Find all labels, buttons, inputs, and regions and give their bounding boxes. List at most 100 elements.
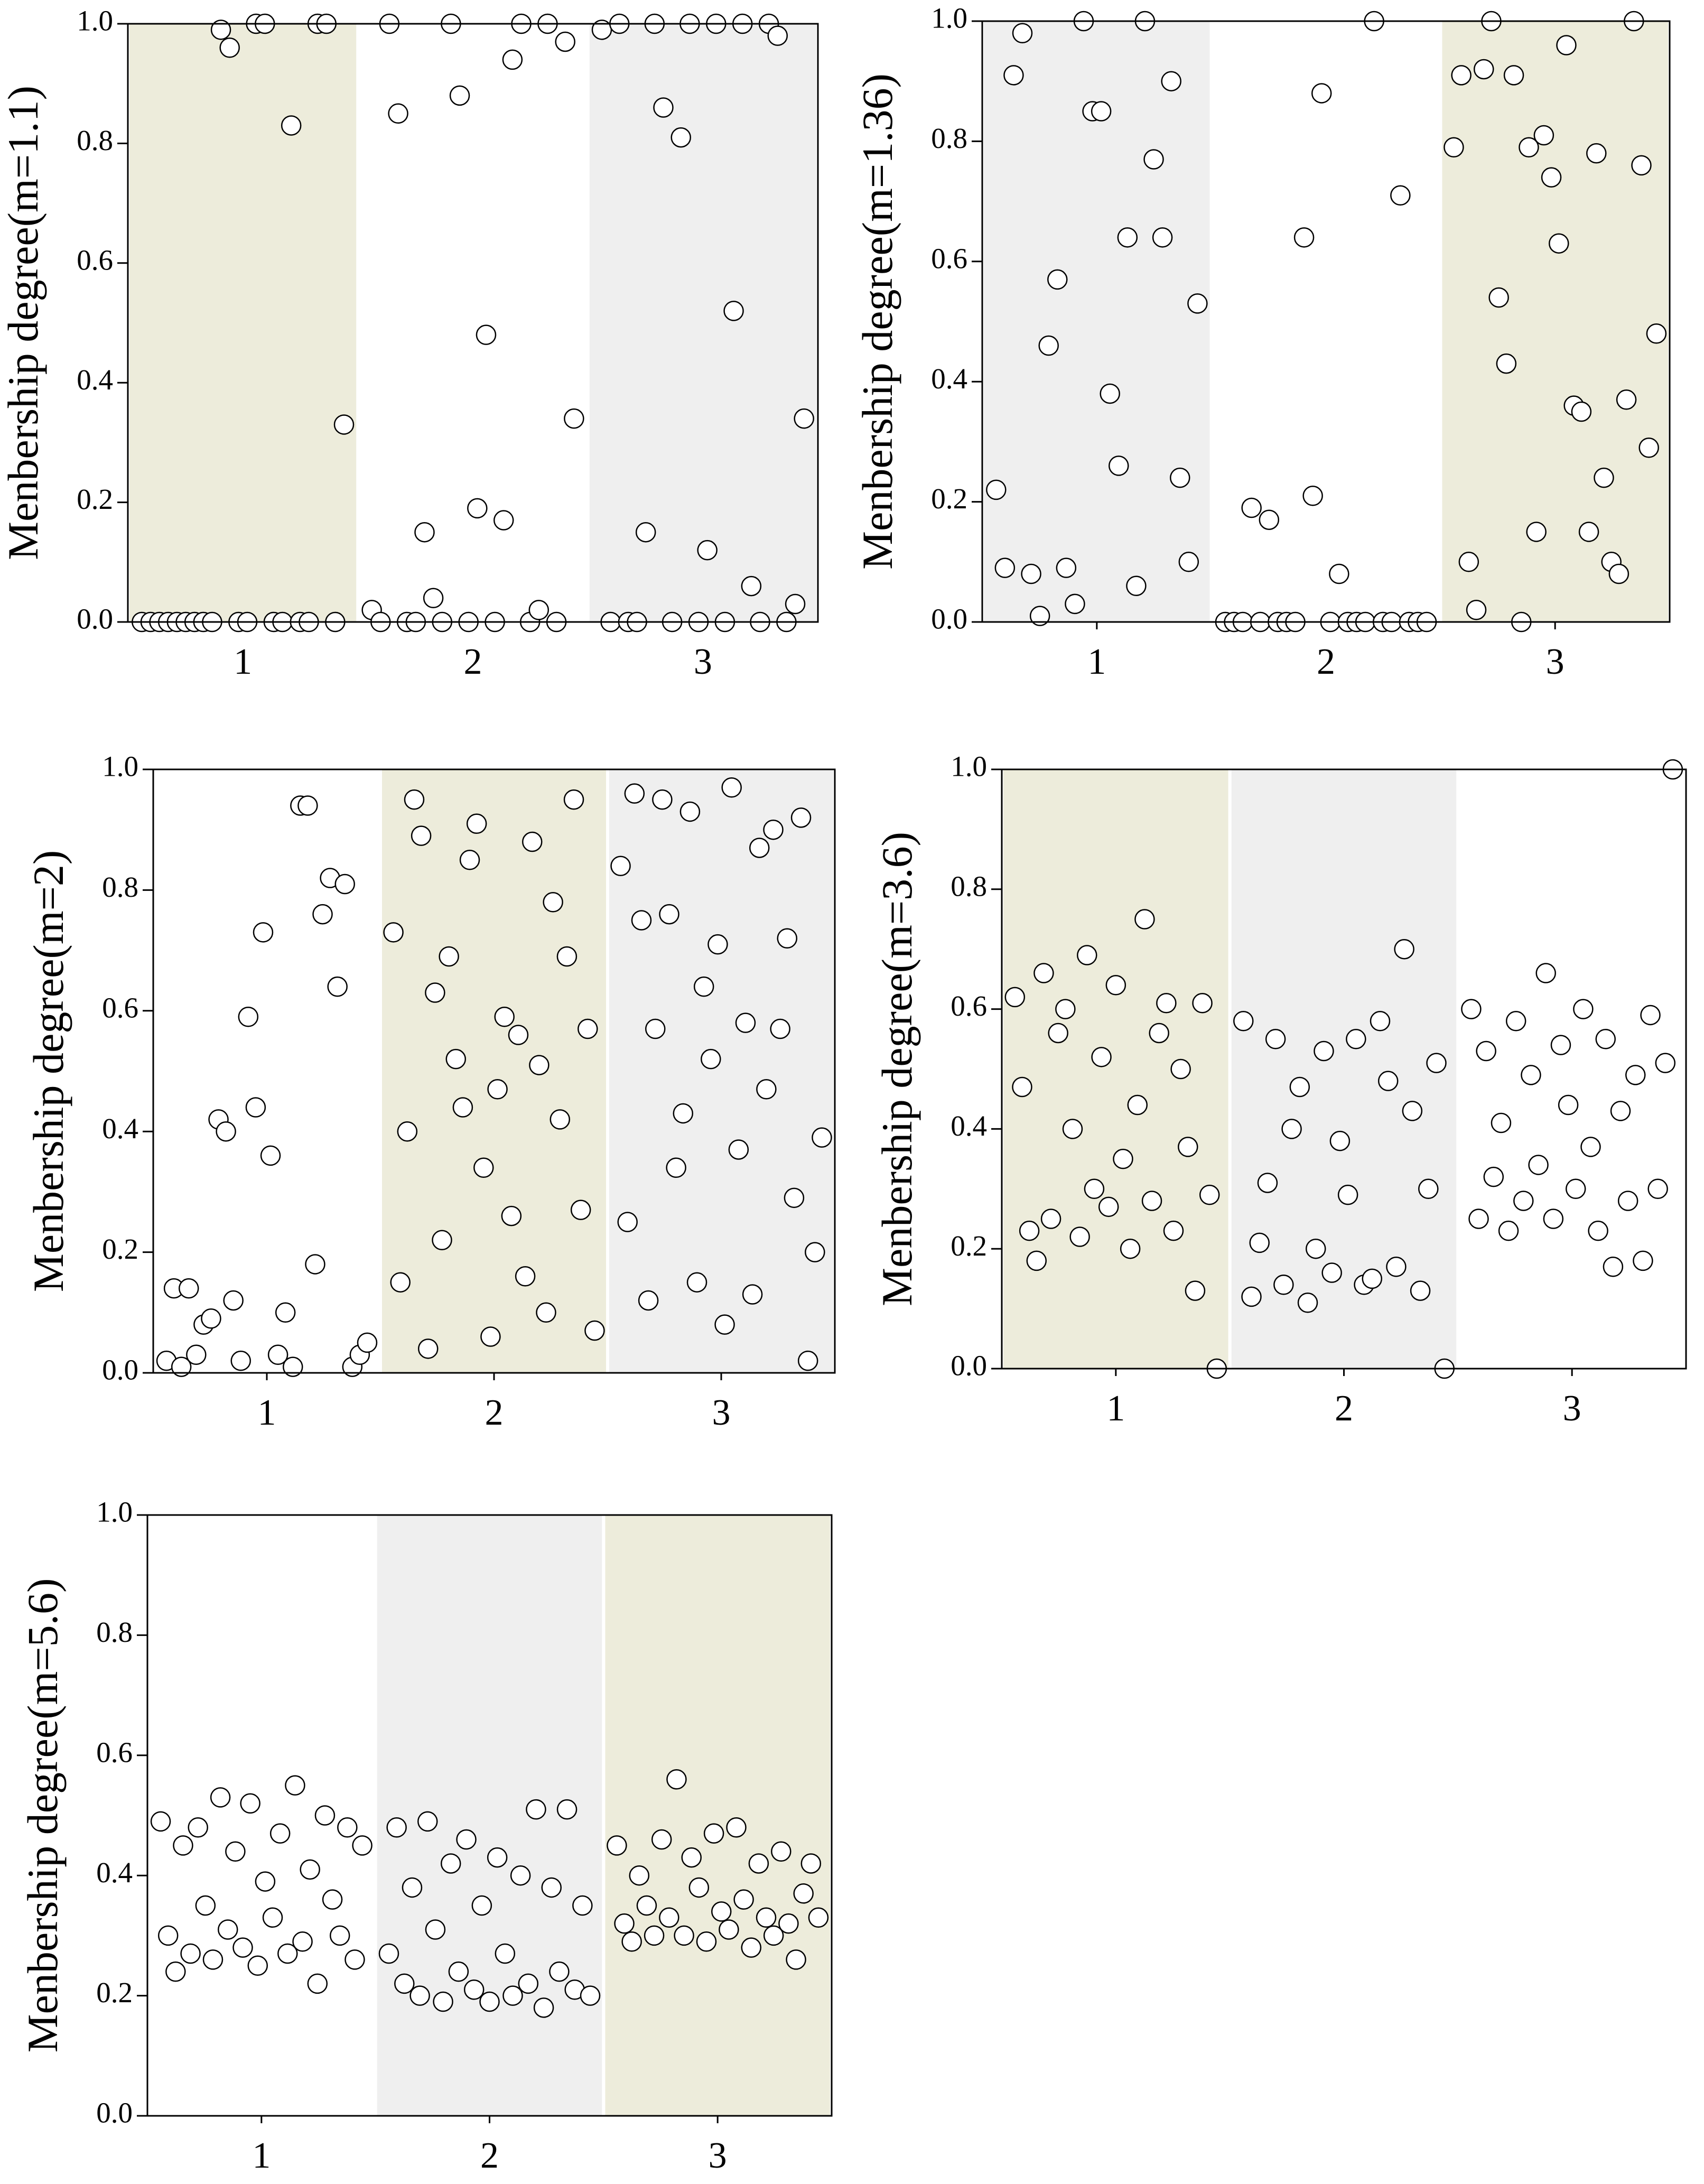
- y-tick-label: 0.2: [951, 1230, 987, 1262]
- data-point: [1616, 389, 1637, 410]
- y-tick-label: 1.0: [96, 1496, 133, 1528]
- data-point: [150, 1811, 171, 1832]
- data-point: [536, 1302, 556, 1323]
- data-point: [1091, 1047, 1112, 1067]
- data-point: [617, 1212, 638, 1232]
- data-point: [425, 982, 445, 1003]
- data-point: [467, 498, 488, 519]
- data-point: [314, 1805, 336, 1826]
- panel: 1 2 3 0.0 0.2 0.4 0.6 0.8 1.0 Menbership degree(m…: [0, 5, 819, 682]
- data-point: [1402, 1101, 1423, 1121]
- data-point: [1178, 1137, 1198, 1157]
- data-point: [570, 1200, 591, 1220]
- x-tick-label: 2: [1317, 642, 1335, 682]
- data-point: [210, 20, 231, 40]
- data-point: [390, 1272, 411, 1293]
- data-point: [1468, 1209, 1489, 1229]
- data-point: [805, 1242, 825, 1262]
- data-point: [1281, 1119, 1302, 1139]
- data-point: [1311, 83, 1332, 104]
- data-point: [487, 1079, 508, 1100]
- data-point: [1550, 1035, 1571, 1055]
- group-band: [1003, 769, 1228, 1369]
- data-point: [476, 324, 497, 345]
- data-point: [1386, 1256, 1407, 1277]
- data-point: [1418, 1178, 1439, 1200]
- data-point: [1314, 1040, 1334, 1062]
- data-point: [721, 777, 742, 798]
- data-point: [644, 1925, 665, 1946]
- data-point: [1126, 575, 1147, 597]
- data-point: [449, 85, 470, 106]
- data-point: [180, 1943, 201, 1964]
- data-point: [742, 1284, 763, 1305]
- data-point: [808, 1907, 829, 1928]
- data-point: [171, 1356, 192, 1377]
- data-point: [471, 1895, 492, 1916]
- data-point: [1595, 1029, 1616, 1049]
- data-point: [305, 1254, 325, 1275]
- data-point: [1026, 1250, 1047, 1271]
- y-tick-label: 0.0: [931, 603, 967, 635]
- data-point: [621, 1931, 642, 1952]
- data-point: [285, 1775, 305, 1796]
- data-point: [448, 1961, 469, 1982]
- data-point: [1293, 227, 1315, 248]
- data-point: [1426, 1053, 1447, 1073]
- data-point: [697, 540, 718, 561]
- data-point: [487, 1847, 508, 1868]
- data-point: [1505, 1011, 1526, 1031]
- data-point: [1573, 999, 1594, 1019]
- data-point: [1185, 1280, 1206, 1301]
- data-point: [307, 1973, 328, 1994]
- data-point: [793, 1883, 814, 1904]
- data-point: [1169, 467, 1190, 488]
- data-point: [1065, 593, 1085, 615]
- data-point: [334, 873, 355, 895]
- data-point: [267, 1344, 288, 1365]
- data-point: [797, 1350, 818, 1371]
- data-point: [1161, 71, 1181, 91]
- data-point: [173, 1835, 193, 1856]
- data-point: [1466, 600, 1487, 620]
- data-point: [696, 1931, 717, 1952]
- data-point: [260, 1145, 281, 1166]
- data-point: [225, 1841, 246, 1862]
- x-tick-label: 2: [485, 1392, 504, 1433]
- data-point: [719, 1919, 739, 1940]
- data-point: [522, 831, 543, 852]
- data-point: [777, 928, 798, 949]
- data-point: [1631, 155, 1652, 176]
- y-tick-label: 0.0: [77, 603, 113, 635]
- data-point: [610, 856, 631, 876]
- data-point: [417, 1811, 438, 1832]
- data-point: [526, 1799, 546, 1820]
- data-point: [493, 510, 514, 531]
- data-point: [378, 1943, 399, 1964]
- data-point: [1603, 1256, 1624, 1277]
- group-band: [1459, 769, 1684, 1369]
- data-point: [452, 1097, 473, 1118]
- data-point: [1578, 522, 1599, 542]
- data-point: [994, 557, 1016, 578]
- data-point: [445, 1048, 467, 1070]
- data-point: [638, 1290, 659, 1311]
- data-point: [201, 1308, 221, 1329]
- data-point: [756, 1907, 777, 1928]
- data-point: [636, 1895, 657, 1916]
- x-tick-label: 3: [1563, 1388, 1581, 1429]
- data-point: [1640, 1005, 1661, 1026]
- data-point: [210, 1787, 231, 1808]
- data-point: [748, 1853, 769, 1874]
- data-point: [1062, 1119, 1083, 1139]
- data-point: [1473, 59, 1494, 80]
- data-point: [1257, 1173, 1278, 1193]
- data-point: [269, 1823, 291, 1844]
- data-point: [1192, 993, 1213, 1014]
- data-point: [556, 1799, 578, 1820]
- group-band: [609, 769, 833, 1373]
- data-point: [607, 1835, 627, 1856]
- data-point: [157, 1925, 179, 1946]
- group-band: [129, 24, 357, 622]
- data-point: [652, 789, 673, 810]
